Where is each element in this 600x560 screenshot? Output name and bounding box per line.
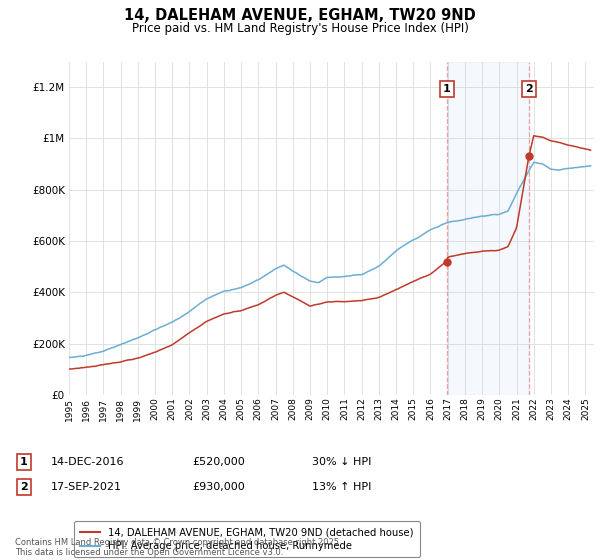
Text: Contains HM Land Registry data © Crown copyright and database right 2025.
This d: Contains HM Land Registry data © Crown c… — [15, 538, 341, 557]
Text: 1: 1 — [20, 457, 28, 467]
Text: 1: 1 — [443, 84, 451, 94]
Text: Price paid vs. HM Land Registry's House Price Index (HPI): Price paid vs. HM Land Registry's House … — [131, 22, 469, 35]
Legend: 14, DALEHAM AVENUE, EGHAM, TW20 9ND (detached house), HPI: Average price, detach: 14, DALEHAM AVENUE, EGHAM, TW20 9ND (det… — [74, 521, 419, 557]
Text: 17-SEP-2021: 17-SEP-2021 — [51, 482, 122, 492]
Text: 13% ↑ HPI: 13% ↑ HPI — [312, 482, 371, 492]
Text: £520,000: £520,000 — [192, 457, 245, 467]
Text: 14-DEC-2016: 14-DEC-2016 — [51, 457, 125, 467]
Text: £930,000: £930,000 — [192, 482, 245, 492]
Text: 2: 2 — [20, 482, 28, 492]
Text: 14, DALEHAM AVENUE, EGHAM, TW20 9ND: 14, DALEHAM AVENUE, EGHAM, TW20 9ND — [124, 8, 476, 24]
Text: 2: 2 — [525, 84, 533, 94]
Text: 30% ↓ HPI: 30% ↓ HPI — [312, 457, 371, 467]
Bar — [447, 62, 529, 395]
